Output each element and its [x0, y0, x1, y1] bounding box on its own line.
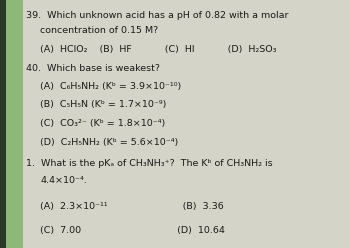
- Text: (D)  C₂H₅NH₂ (Kᵇ = 5.6×10⁻⁴): (D) C₂H₅NH₂ (Kᵇ = 5.6×10⁻⁴): [40, 138, 178, 147]
- Text: (C)  7.00                                (D)  10.64: (C) 7.00 (D) 10.64: [40, 226, 225, 235]
- Bar: [0, 0, 6, 248]
- Text: 1.  What is the pKₐ of CH₃NH₃⁺?  The Kᵇ of CH₃NH₂ is: 1. What is the pKₐ of CH₃NH₃⁺? The Kᵇ of…: [26, 159, 273, 168]
- Text: (A)  HClO₂    (B)  HF           (C)  HI           (D)  H₂SO₃: (A) HClO₂ (B) HF (C) HI (D) H₂SO₃: [40, 45, 277, 54]
- Bar: [6, 0, 23, 248]
- Text: 40.  Which base is weakest?: 40. Which base is weakest?: [26, 64, 160, 73]
- Text: 39.  Which unknown acid has a pH of 0.82 with a molar: 39. Which unknown acid has a pH of 0.82 …: [26, 11, 289, 20]
- Text: (B)  C₅H₅N (Kᵇ = 1.7×10⁻⁹): (B) C₅H₅N (Kᵇ = 1.7×10⁻⁹): [40, 100, 167, 109]
- Text: (A)  2.3×10⁻¹¹                         (B)  3.36: (A) 2.3×10⁻¹¹ (B) 3.36: [40, 202, 224, 211]
- Text: (C)  CO₃²⁻ (Kᵇ = 1.8×10⁻⁴): (C) CO₃²⁻ (Kᵇ = 1.8×10⁻⁴): [40, 119, 166, 128]
- Text: (A)  C₆H₅NH₂ (Kᵇ = 3.9×10⁻¹⁰): (A) C₆H₅NH₂ (Kᵇ = 3.9×10⁻¹⁰): [40, 82, 182, 91]
- Text: 4.4×10⁻⁴.: 4.4×10⁻⁴.: [40, 176, 87, 185]
- Text: concentration of 0.15 M?: concentration of 0.15 M?: [40, 26, 159, 35]
